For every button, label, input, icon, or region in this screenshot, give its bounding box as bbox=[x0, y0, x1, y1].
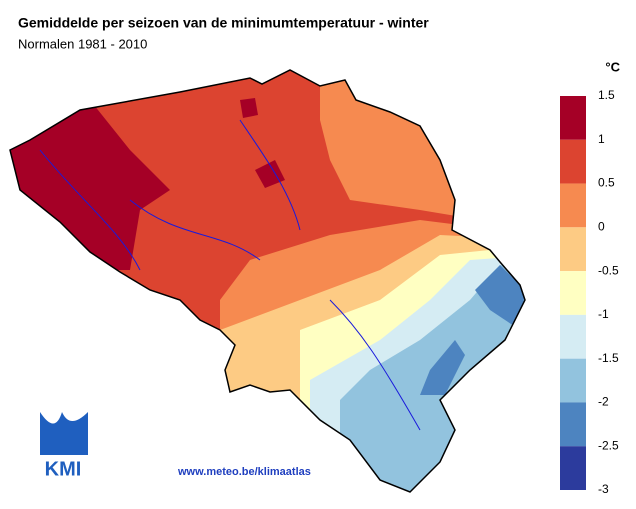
legend: °C 1.5 1 0.5 0 -0.5 -1 -1.5 -2 -2.5 -3 bbox=[560, 59, 621, 496]
legend-tick-label: -1 bbox=[598, 307, 609, 321]
logo-text: KMI bbox=[45, 458, 82, 480]
legend-band bbox=[560, 139, 586, 184]
legend-band bbox=[560, 227, 586, 272]
legend-tick-label: -2.5 bbox=[598, 438, 619, 452]
border bbox=[9, 69, 526, 493]
subtitle: Normalen 1981 - 2010 bbox=[18, 36, 147, 51]
legend-band bbox=[560, 183, 586, 228]
legend-band bbox=[560, 271, 586, 315]
legend-tick-label: 0.5 bbox=[598, 176, 615, 190]
legend-band bbox=[560, 446, 586, 490]
legend-band bbox=[560, 402, 586, 447]
legend-tick-label: 1.5 bbox=[598, 88, 615, 102]
legend-tick-label: -1.5 bbox=[598, 351, 619, 365]
rivers bbox=[39, 119, 421, 431]
url: www.meteo.be/klimaatlas bbox=[177, 466, 311, 478]
legend-unit: °C bbox=[605, 59, 620, 74]
legend-tick-label: -3 bbox=[598, 482, 609, 496]
legend-tick-label: -0.5 bbox=[598, 263, 619, 277]
legend-tick-label: 0 bbox=[598, 220, 605, 234]
legend-band bbox=[560, 358, 586, 403]
legend-tick-label: 1 bbox=[598, 132, 605, 146]
legend-band bbox=[560, 314, 586, 359]
legend-band bbox=[560, 96, 586, 140]
logo: KMI bbox=[40, 412, 88, 480]
legend-tick-label: -2 bbox=[598, 395, 609, 409]
title: Gemiddelde per seizoen van de minimumtem… bbox=[18, 15, 429, 31]
